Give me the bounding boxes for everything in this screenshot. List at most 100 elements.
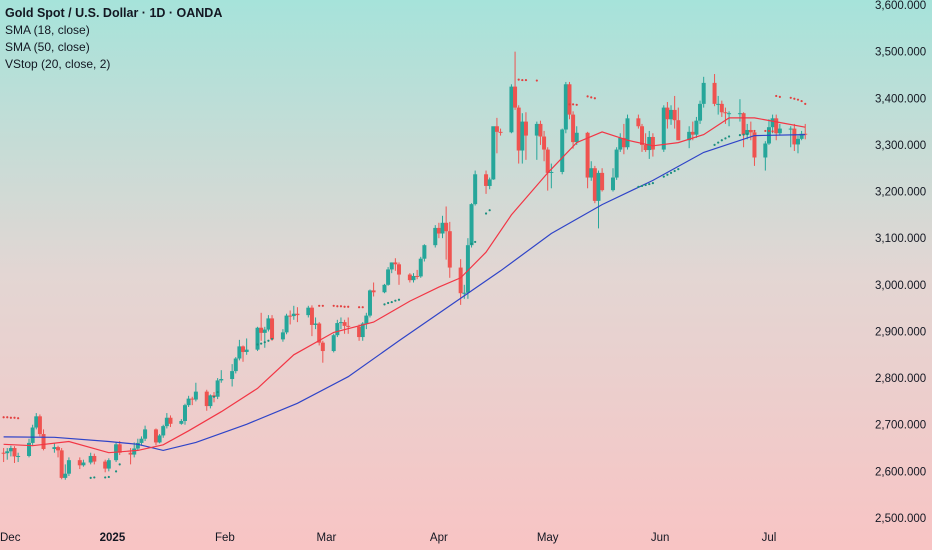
candle-body bbox=[690, 131, 695, 135]
candle-2024-12-19 bbox=[63, 464, 68, 480]
candle-body bbox=[694, 120, 699, 135]
candle-2025-01-31 bbox=[219, 370, 224, 383]
candle-2025-04-04 bbox=[447, 221, 452, 278]
candle-body bbox=[396, 264, 401, 275]
x-tick-label: Jun bbox=[651, 532, 670, 544]
candle-body bbox=[132, 448, 137, 455]
candle-body bbox=[393, 262, 398, 265]
candle-body bbox=[458, 267, 463, 294]
legend-sma50[interactable]: SMA (50, close) bbox=[5, 40, 90, 54]
candle-body bbox=[469, 204, 474, 246]
candle-body bbox=[513, 86, 518, 108]
candle-2025-05-08 bbox=[571, 111, 576, 149]
x-tick-label: May bbox=[537, 532, 559, 544]
vstop-dot-up bbox=[738, 134, 742, 137]
candle-body bbox=[371, 290, 376, 293]
candle-body bbox=[752, 132, 757, 158]
candle-body bbox=[777, 128, 782, 134]
candle-2025-05-23 bbox=[625, 114, 630, 150]
candle-body bbox=[306, 307, 311, 316]
candle-2024-12-27 bbox=[92, 453, 97, 465]
candle-2025-03-14 bbox=[371, 282, 376, 297]
vstop-dot-down bbox=[586, 95, 589, 98]
candle-body bbox=[650, 136, 655, 150]
vstop-dot-down bbox=[778, 95, 781, 98]
candle-body bbox=[357, 326, 362, 338]
vstop-dot-down bbox=[767, 129, 771, 133]
vstop-dot-up bbox=[104, 476, 107, 479]
vstop-dot-up bbox=[212, 395, 216, 398]
candle-body bbox=[5, 451, 10, 454]
candle-body bbox=[367, 290, 372, 316]
candle-2024-12-06 bbox=[16, 452, 21, 463]
candle-body bbox=[186, 398, 191, 406]
y-tick-label: 3,200.000 bbox=[875, 187, 926, 199]
x-tick-label: Jul bbox=[762, 532, 777, 544]
candle-2025-01-15 bbox=[161, 424, 166, 438]
candle-2025-03-10 bbox=[357, 324, 362, 341]
candle-body bbox=[418, 258, 423, 277]
candle-body bbox=[520, 121, 525, 151]
candle-body bbox=[585, 132, 590, 178]
y-tick-label: 3,300.000 bbox=[875, 140, 926, 152]
candle-body bbox=[545, 149, 550, 173]
legend-vstop[interactable]: VStop (20, close, 2) bbox=[5, 57, 111, 71]
vstop-dot-down bbox=[568, 103, 571, 106]
candle-body bbox=[190, 398, 195, 400]
candle-body bbox=[440, 222, 445, 234]
candle-body bbox=[66, 460, 71, 474]
vstop-dot-up bbox=[673, 169, 676, 173]
candle-body bbox=[737, 113, 742, 115]
vstop-dot-up bbox=[727, 135, 731, 138]
vstop-dot-up bbox=[648, 182, 651, 186]
vstop-dot-up bbox=[746, 133, 749, 136]
candle-2025-06-12 bbox=[698, 100, 703, 124]
candle-body bbox=[182, 405, 187, 421]
vstop-dot-up bbox=[662, 175, 665, 178]
x-tick-label: Mar bbox=[317, 532, 337, 544]
candle-body bbox=[661, 107, 666, 150]
candle-2025-02-13 bbox=[266, 315, 271, 332]
candle-body bbox=[795, 138, 800, 145]
vstop-dot-down bbox=[793, 97, 796, 100]
candle-body bbox=[516, 107, 521, 151]
candle-2025-05-14 bbox=[592, 165, 597, 204]
candle-2025-03-06 bbox=[342, 319, 347, 334]
candle-body bbox=[128, 452, 133, 455]
candle-body bbox=[157, 435, 162, 443]
vstop-dot-down bbox=[796, 98, 800, 101]
candle-2025-01-14 bbox=[157, 434, 162, 444]
candle-2025-07-07 bbox=[788, 126, 793, 148]
vstop-dot-down bbox=[571, 103, 575, 106]
candle-2025-07-02 bbox=[770, 114, 775, 134]
candle-2025-04-17 bbox=[494, 117, 499, 154]
vstop-dot-down bbox=[361, 306, 364, 309]
y-tick-label: 3,400.000 bbox=[875, 93, 926, 105]
vstop-dot-up bbox=[114, 470, 118, 473]
candle-2025-05-28 bbox=[643, 133, 648, 152]
candle-2025-07-09 bbox=[795, 135, 800, 154]
candle-body bbox=[237, 346, 242, 359]
candle-body bbox=[672, 109, 677, 121]
candle-2025-01-22 bbox=[186, 395, 191, 408]
candle-body bbox=[614, 149, 619, 178]
vstop-dot-up bbox=[742, 133, 745, 136]
candle-2025-03-17 bbox=[382, 283, 387, 294]
candle-body bbox=[676, 120, 681, 141]
vstop-dot-down bbox=[804, 102, 807, 105]
candle-2025-05-15 bbox=[596, 170, 601, 229]
candle-body bbox=[338, 322, 343, 324]
candle-2024-12-17 bbox=[56, 445, 61, 458]
vstop-dot-down bbox=[521, 78, 524, 82]
candle-body bbox=[436, 227, 441, 234]
legend-sma18[interactable]: SMA (18, close) bbox=[5, 23, 90, 37]
vstop-dot-up bbox=[666, 173, 669, 176]
candle-2024-12-31 bbox=[106, 458, 111, 472]
y-tick-label: 2,700.000 bbox=[875, 420, 926, 432]
candle-body bbox=[799, 133, 804, 139]
candle-body bbox=[382, 284, 387, 293]
candle-2025-02-12 bbox=[262, 326, 267, 348]
sma50-line bbox=[3, 134, 806, 452]
candle-body bbox=[288, 315, 293, 317]
